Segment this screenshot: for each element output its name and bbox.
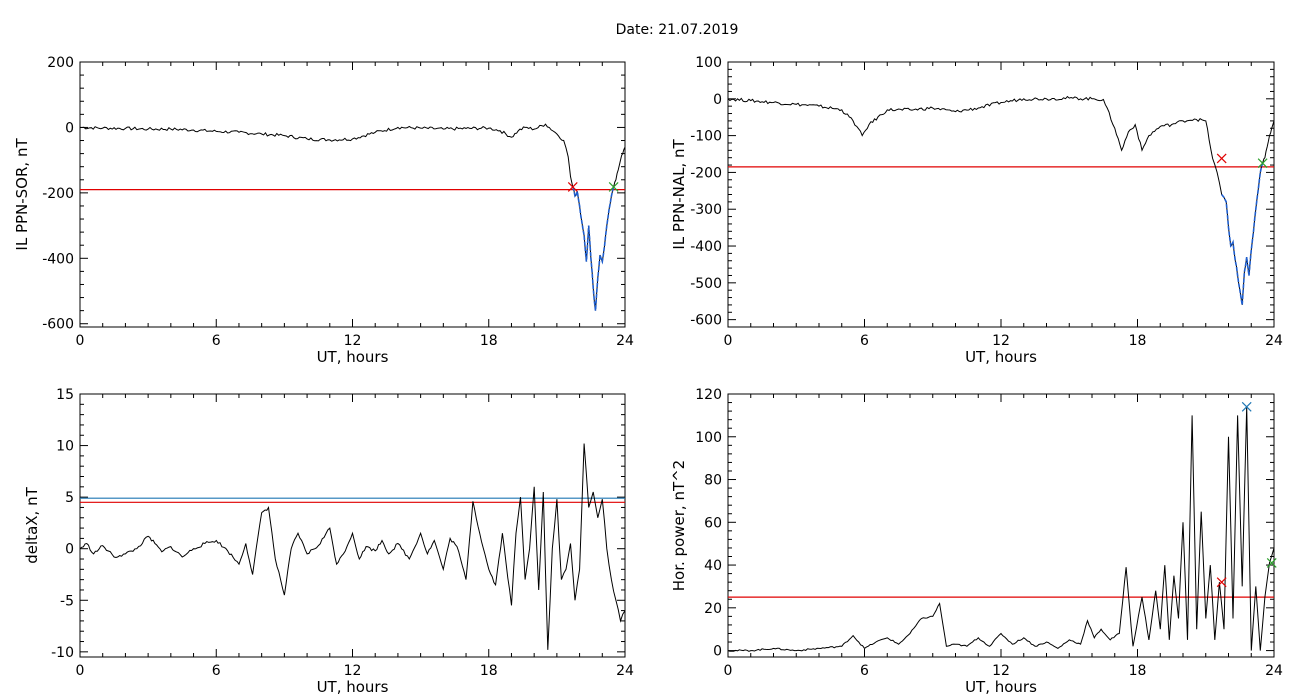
- y-tick-label: 100: [695, 55, 722, 71]
- y-tick-label: 0: [713, 92, 722, 108]
- x-tick-label: 0: [76, 663, 85, 679]
- series-line: [79, 123, 626, 311]
- ticks: 0 6 12 18 24 0 20 40 60 80 100 120: [695, 387, 1283, 679]
- x-tick-label: 6: [860, 333, 869, 349]
- y-tick-label: -600: [690, 313, 722, 329]
- x-tick-label: 24: [616, 663, 634, 679]
- ticks: 0 6 12 18 24 -10 -5 0 5 10 15: [51, 387, 634, 679]
- x-tick-label: 24: [616, 333, 634, 349]
- x-axis-label: UT, hours: [317, 678, 389, 696]
- y-tick-label: 40: [704, 558, 722, 574]
- series-line: [79, 443, 626, 650]
- event-markers: [567, 182, 619, 192]
- y-tick-label: -400: [690, 239, 722, 255]
- y-tick-label: 80: [704, 473, 722, 489]
- x-tick-label: 6: [860, 663, 869, 679]
- marker-end: [1257, 158, 1268, 169]
- y-tick-label: 5: [65, 490, 74, 506]
- threshold-line: [80, 497, 625, 503]
- x-tick-label: 0: [724, 333, 733, 349]
- series-trace: [79, 123, 626, 311]
- x-tick-label: 0: [724, 663, 733, 679]
- x-axis-label: UT, hours: [317, 348, 389, 366]
- y-tick-label: -100: [690, 129, 722, 145]
- y-axis-label: Hor. power, nT^2: [670, 460, 688, 591]
- x-tick-label: 24: [1265, 333, 1283, 349]
- x-tick-label: 18: [1129, 663, 1147, 679]
- panel-power: Hor. power, nT^2 UT, hours 0 6 12 18 24 0 20 40…: [670, 387, 1283, 696]
- plot-frame: [727, 61, 1275, 328]
- x-tick-label: 6: [212, 663, 221, 679]
- event-markers: [1216, 153, 1268, 169]
- y-axis-label: IL PPN-SOR, nT: [13, 138, 31, 251]
- y-tick-label: 60: [704, 515, 722, 531]
- x-tick-label: 24: [1265, 663, 1283, 679]
- series-line: [727, 95, 1275, 306]
- highlighted-interval: [1221, 162, 1264, 306]
- y-tick-label: -300: [690, 202, 722, 218]
- y-tick-label: 200: [47, 55, 74, 71]
- x-tick-label: 18: [480, 333, 498, 349]
- x-tick-label: 6: [212, 333, 221, 349]
- ticks: 0 6 12 18 24 -600 -400 -200 0 200: [42, 55, 634, 349]
- x-tick-label: 0: [76, 333, 85, 349]
- y-tick-label: -200: [690, 165, 722, 181]
- x-axis-label: UT, hours: [965, 678, 1037, 696]
- y-tick-label: -500: [690, 276, 722, 292]
- y-axis-label: deltaX, nT: [23, 486, 41, 563]
- series-line: [727, 406, 1275, 652]
- plot-frame: [79, 61, 626, 328]
- y-tick-label: 120: [695, 387, 722, 403]
- figure-title: Date: 21.07.2019: [616, 22, 739, 38]
- marker-end: [1266, 557, 1277, 568]
- y-axis-label: IL PPN-NAL, nT: [670, 139, 688, 250]
- y-tick-label: 0: [713, 644, 722, 660]
- marker-start: [567, 182, 578, 192]
- y-tick-label: -5: [60, 593, 74, 609]
- x-tick-label: 18: [1129, 333, 1147, 349]
- y-tick-label: -10: [51, 645, 74, 661]
- x-axis-label: UT, hours: [965, 348, 1037, 366]
- y-tick-label: 10: [56, 439, 74, 455]
- series-trace: [79, 443, 626, 650]
- ticks: 0 6 12 18 24 -600 -500 -400 -300 -200 -100 0 100: [690, 55, 1283, 349]
- x-tick-label: 12: [344, 333, 362, 349]
- event-markers: [1216, 401, 1277, 588]
- x-tick-label: 12: [992, 663, 1010, 679]
- panel-nal: IL PPN-NAL, nT UT, hours 0 6 12 18 24 -600 -50…: [670, 55, 1283, 366]
- y-tick-label: 20: [704, 601, 722, 617]
- marker-start: [1216, 577, 1227, 588]
- y-tick-label: 100: [695, 430, 722, 446]
- y-tick-label: 15: [56, 387, 74, 403]
- panel-deltax: deltaX, nT UT, hours 0 6 12 18 24 -10 -5 0 5 10 15: [23, 387, 634, 696]
- x-tick-label: 12: [344, 663, 362, 679]
- panel-sor: IL PPN-SOR, nT UT, hours 0 6 12 18 24 -600 -40…: [13, 55, 634, 366]
- marker-start: [1216, 153, 1227, 164]
- marker-peak: [1241, 401, 1252, 412]
- marker-end: [608, 182, 619, 192]
- y-tick-label: -200: [42, 186, 74, 202]
- x-tick-label: 18: [480, 663, 498, 679]
- y-tick-label: -600: [42, 317, 74, 333]
- plot-frame: [79, 393, 626, 658]
- y-tick-label: -400: [42, 251, 74, 267]
- y-tick-label: 0: [65, 120, 74, 136]
- y-tick-label: 0: [65, 542, 74, 558]
- highlighted-interval: [572, 186, 615, 311]
- x-tick-label: 12: [992, 333, 1010, 349]
- series-trace: [727, 95, 1275, 305]
- series-trace: [727, 406, 1275, 652]
